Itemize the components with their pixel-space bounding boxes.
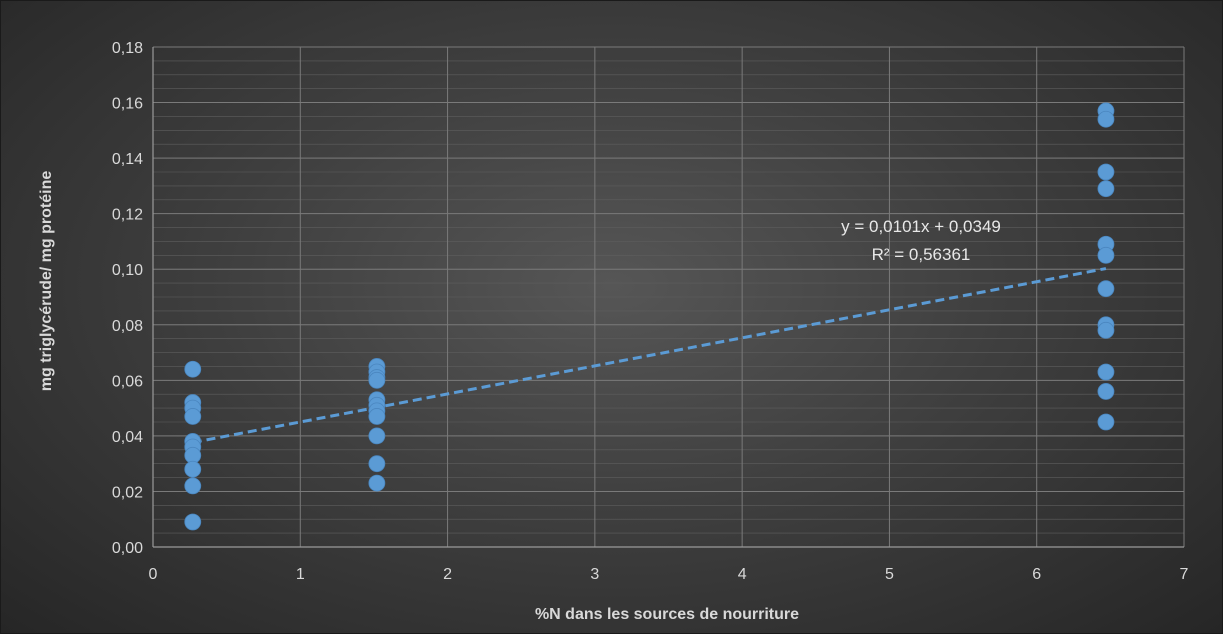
trendline-layer: [192, 267, 1107, 444]
y-tick-label: 0,14: [112, 151, 143, 168]
x-tick-label: 4: [738, 566, 747, 583]
x-tick-label: 6: [1032, 566, 1041, 583]
x-tick-label: 2: [443, 566, 452, 583]
data-point: [1097, 110, 1115, 128]
y-tick-label: 0,04: [112, 429, 143, 446]
minor-gridlines: [153, 46, 1184, 548]
x-tick-label: 5: [885, 566, 894, 583]
x-tick-label: 0: [149, 566, 158, 583]
y-tick-label: 0,00: [112, 540, 143, 557]
data-points: [184, 102, 1115, 531]
data-point: [184, 513, 202, 531]
data-point: [1097, 383, 1115, 400]
data-point: [184, 408, 202, 425]
data-point: [1097, 180, 1115, 198]
y-tick-label: 0,02: [112, 484, 143, 501]
x-tick-label: 3: [590, 566, 599, 583]
data-point: [368, 427, 386, 445]
y-axis-title: mg triglycérude/ mg protéine: [38, 171, 55, 392]
trendline: [192, 267, 1107, 444]
data-point: [184, 477, 202, 495]
data-point: [368, 474, 386, 492]
x-axis-title: %N dans les sources de nourriture: [535, 606, 799, 623]
x-axis-tick-labels: 0 1 2 3 4 5 6 7: [149, 566, 1189, 583]
y-tick-label: 0,10: [112, 262, 143, 279]
data-point: [368, 408, 386, 425]
trendline-r-squared: R² = 0,56361: [872, 245, 971, 264]
data-point: [184, 360, 202, 378]
y-tick-label: 0,06: [112, 373, 143, 390]
y-tick-label: 0,08: [112, 318, 143, 335]
y-tick-label: 0,16: [112, 96, 143, 113]
major-gridlines: [152, 46, 1185, 548]
data-point: [1097, 280, 1115, 298]
data-point: [1097, 163, 1115, 181]
y-axis-tick-labels: 0,00 0,02 0,04 0,06 0,08 0,10 0,12 0,14 0,16 0,18: [112, 40, 143, 557]
data-point: [184, 460, 202, 478]
data-point: [1097, 246, 1115, 264]
y-tick-label: 0,12: [112, 207, 143, 224]
data-point: [1097, 363, 1115, 381]
y-tick-label: 0,18: [112, 40, 143, 57]
trendline-equation: y = 0,0101x + 0,0349: [841, 217, 1001, 236]
x-tick-label: 7: [1180, 566, 1189, 583]
x-tick-label: 1: [296, 566, 305, 583]
data-point: [368, 371, 386, 389]
data-point: [1097, 321, 1115, 339]
data-point: [368, 455, 386, 473]
data-point: [1097, 413, 1115, 431]
